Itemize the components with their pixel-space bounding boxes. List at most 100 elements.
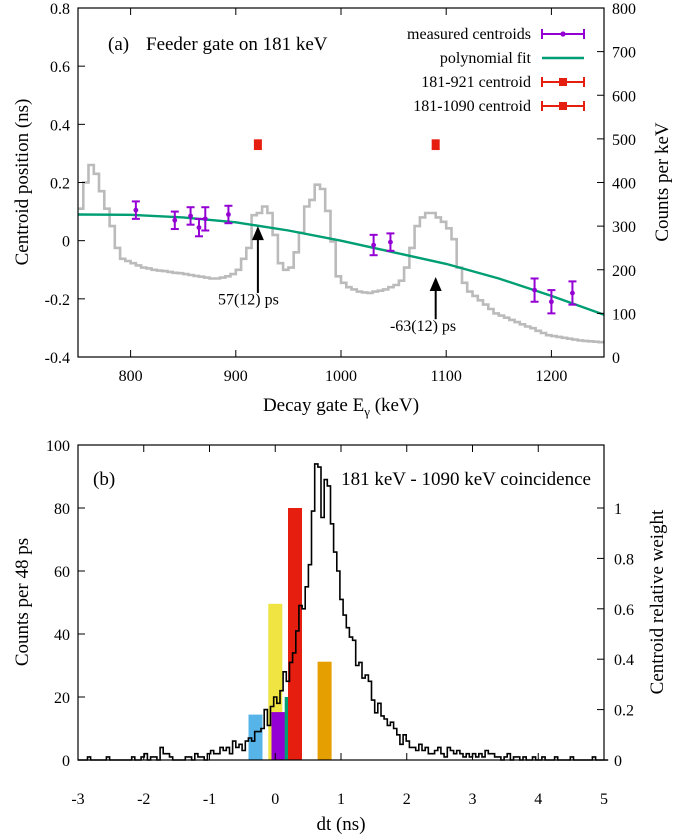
fit-curve	[77, 213, 605, 316]
histogram-layer	[78, 463, 609, 761]
x-tick-label-a: 900	[224, 368, 248, 385]
y-tick-label-b: 0	[62, 753, 70, 770]
legend-label: polynomial fit	[440, 50, 532, 67]
measured-point-3-marker	[196, 225, 202, 230]
weights-layer	[248, 508, 332, 760]
y2-tick-label-a: 100	[612, 306, 636, 323]
y-axis-label-b: Counts per 48 ps	[12, 538, 33, 666]
y2-tick-label-a: 0	[612, 350, 620, 367]
legend-item-1: polynomial fit	[440, 50, 584, 67]
y2-tick-label-a: 200	[612, 263, 636, 280]
panel-b: -3 -2 -1 0 1 2 3 4 5 0 20 40 60 80 100 0 0.2 0.4 0.6 0.8 1 (…	[12, 438, 668, 835]
measured-point-0-marker	[133, 207, 139, 213]
x-tick-label-b: 5	[600, 791, 608, 808]
y2-tick-label-b: 0.8	[614, 551, 634, 568]
y2-tick-label-a: 600	[612, 88, 636, 105]
measured-point-4-marker	[202, 216, 208, 222]
y2-tick-label-b: 0	[614, 753, 622, 770]
y-tick-label-a: 0.8	[50, 1, 70, 18]
measured-point-9-marker	[549, 299, 554, 305]
y2-tick-label-b: 0.4	[614, 652, 634, 669]
legend-label: measured centroids	[407, 26, 531, 43]
x-tick-label-b: 3	[469, 791, 477, 808]
y-tick-label-b: 80	[54, 501, 70, 518]
measured-point-2	[186, 206, 195, 226]
legend: measured centroids polynomial fit 181-921 …	[407, 26, 585, 115]
measured-point-8	[530, 277, 539, 303]
y2-tick-label-b: 0.2	[614, 703, 634, 720]
y2-tick-label-b: 1	[614, 501, 622, 518]
centroid-181-1090-marker	[431, 140, 440, 149]
y2-tick-label-a: 700	[612, 45, 636, 62]
annotation-arrow-head	[429, 277, 442, 292]
measured-point-1	[170, 210, 179, 231]
measured-point-6	[369, 233, 378, 257]
x-label-unit-a: (keV)	[370, 395, 419, 416]
x-axis-label-a: Decay gate Eγ (keV)	[263, 395, 419, 419]
y2-tick-label-a: 800	[612, 1, 636, 18]
measured-point-7-marker	[388, 239, 393, 245]
spectrum-line	[78, 163, 604, 344]
centroid-181-921	[253, 139, 262, 151]
y-tick-label-a: 0.6	[50, 59, 70, 76]
y-tick-label-b: 60	[54, 564, 70, 581]
y2-tick-label-a: 500	[612, 132, 636, 149]
y-tick-label-a: 0.4	[50, 117, 70, 134]
x-tick-label-a: 1100	[430, 368, 461, 385]
annotations-a: 57(12) ps -63(12) ps	[218, 226, 456, 335]
x-tick-label-b: 4	[534, 791, 542, 808]
measured-point-3	[194, 217, 203, 238]
legend-swatch-marker	[559, 102, 567, 110]
legend-swatch-marker	[560, 31, 566, 37]
panel-title-a: Feeder gate on 181 keV	[146, 34, 328, 55]
measured-point-9	[547, 289, 556, 315]
y-tick-label-a: -0.2	[45, 292, 70, 309]
measured-point-0	[131, 200, 140, 220]
x-tick-label-b: 0	[271, 791, 279, 808]
measured-point-4	[201, 206, 210, 232]
x-label-sub-a: γ	[363, 404, 370, 419]
measured-point-8-marker	[532, 287, 537, 293]
x-tick-label-b: -3	[71, 791, 84, 808]
plot-frame-b	[77, 444, 605, 761]
y-tick-label-b: 40	[54, 627, 70, 644]
points-layer	[131, 139, 577, 315]
y2-tick-label-a: 400	[612, 176, 636, 193]
centroid-181-1090	[431, 139, 440, 151]
y-axis-label-a: Centroid position (ns)	[12, 99, 33, 266]
fit-layer	[77, 213, 605, 316]
histogram-line	[78, 463, 609, 761]
weight-bar-2	[271, 712, 286, 760]
measured-point-5-marker	[226, 212, 231, 217]
axis-ticks-b: -3 -2 -1 0 1 2 3 4 5 0 20 40 60 80 100 0 0.2 0.4 0.6 0.8 1	[46, 438, 634, 808]
y-tick-label-a: 0.2	[50, 176, 70, 193]
x-tick-label-b: -1	[203, 791, 216, 808]
annotation-0: 57(12) ps	[218, 226, 279, 309]
y-tick-label-a: 0	[62, 234, 70, 251]
annotation-arrow-head	[251, 226, 264, 241]
measured-point-10-marker	[570, 290, 575, 296]
measured-point-2-marker	[188, 213, 193, 219]
annotation-label: 57(12) ps	[218, 292, 279, 309]
x-tick-label-b: 1	[337, 791, 345, 808]
axis-ticks-a: 800 900 1000 1100 1200 -0.4 -0.2 0 0.2 0.4 0.6 0.8 0…	[45, 1, 636, 385]
legend-label: 181-921 centroid	[421, 74, 531, 91]
plot-frame-a	[77, 7, 605, 358]
measured-point-10	[568, 280, 577, 306]
measured-point-6-marker	[371, 242, 377, 248]
panel-label-b: (b)	[93, 469, 115, 490]
weight-bar-5	[317, 661, 332, 760]
y-tick-label-a: -0.4	[45, 350, 70, 367]
y2-tick-label-a: 300	[612, 219, 636, 236]
x-tick-label-b: 2	[403, 791, 411, 808]
x-tick-label-a: 1000	[325, 368, 357, 385]
annotation-label: -63(12) ps	[390, 318, 456, 335]
legend-item-3: 181-1090 centroid	[413, 98, 585, 115]
y2-axis-label-b: Centroid relative weight	[647, 509, 668, 694]
x-tick-label-a: 800	[119, 368, 143, 385]
x-axis-label-b: dt (ns)	[316, 814, 365, 835]
panel-title-b: 181 keV - 1090 keV coincidence	[341, 469, 591, 490]
measured-point-1-marker	[172, 217, 178, 223]
legend-item-0: measured centroids	[407, 26, 585, 43]
